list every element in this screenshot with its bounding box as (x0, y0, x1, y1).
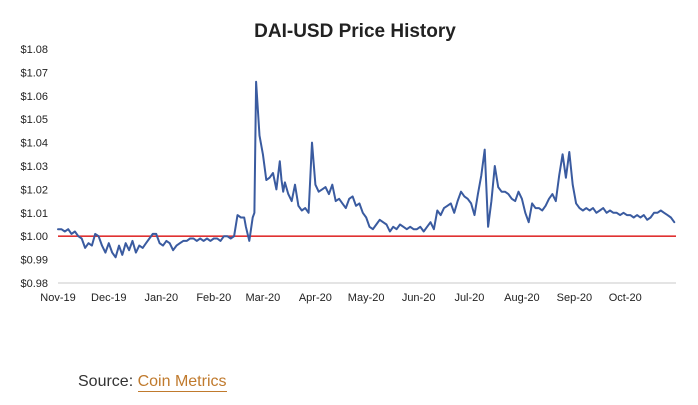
source-caption: Source: Coin Metrics (78, 373, 227, 392)
price-history-chart: DAI-USD Price History $0.98 $0.99 $1.00 $1.… (20, 21, 676, 304)
y-tick-label: $1.00 (20, 231, 48, 243)
y-tick-label: $1.02 (20, 184, 48, 196)
x-tick-label: Nov-19 (40, 292, 75, 304)
x-tick-label: Sep-20 (557, 292, 592, 304)
x-tick-label: Jun-20 (402, 292, 436, 304)
y-tick-label: $1.05 (20, 114, 48, 126)
chart-title: DAI-USD Price History (254, 21, 456, 42)
x-tick-label: May-20 (348, 292, 385, 304)
x-tick-label: Apr-20 (299, 292, 332, 304)
y-tick-label: $1.03 (20, 161, 48, 173)
x-axis: Nov-19 Dec-19 Jan-20 Feb-20 Mar-20 Apr-20 May-… (40, 292, 641, 304)
y-tick-label: $1.08 (20, 44, 48, 56)
y-tick-label: $1.07 (20, 67, 48, 79)
source-link[interactable]: Coin Metrics (137, 373, 227, 392)
y-tick-label: $0.98 (20, 278, 48, 290)
source-label: Source: (78, 373, 138, 390)
y-tick-label: $0.99 (20, 255, 48, 267)
x-tick-label: Dec-19 (91, 292, 126, 304)
x-tick-label: Feb-20 (196, 292, 231, 304)
x-tick-label: Jul-20 (454, 292, 484, 304)
y-axis: $0.98 $0.99 $1.00 $1.01 $1.02 $1.03 $1.04 $1.05… (20, 44, 48, 290)
x-tick-label: Aug-20 (504, 292, 539, 304)
x-tick-label: Mar-20 (245, 292, 280, 304)
x-tick-label: Oct-20 (609, 292, 642, 304)
y-tick-label: $1.04 (20, 138, 48, 150)
y-tick-label: $1.01 (20, 208, 48, 220)
series-line-dai-usd (57, 80, 676, 259)
y-tick-label: $1.06 (20, 91, 48, 103)
x-tick-label: Jan-20 (144, 292, 178, 304)
